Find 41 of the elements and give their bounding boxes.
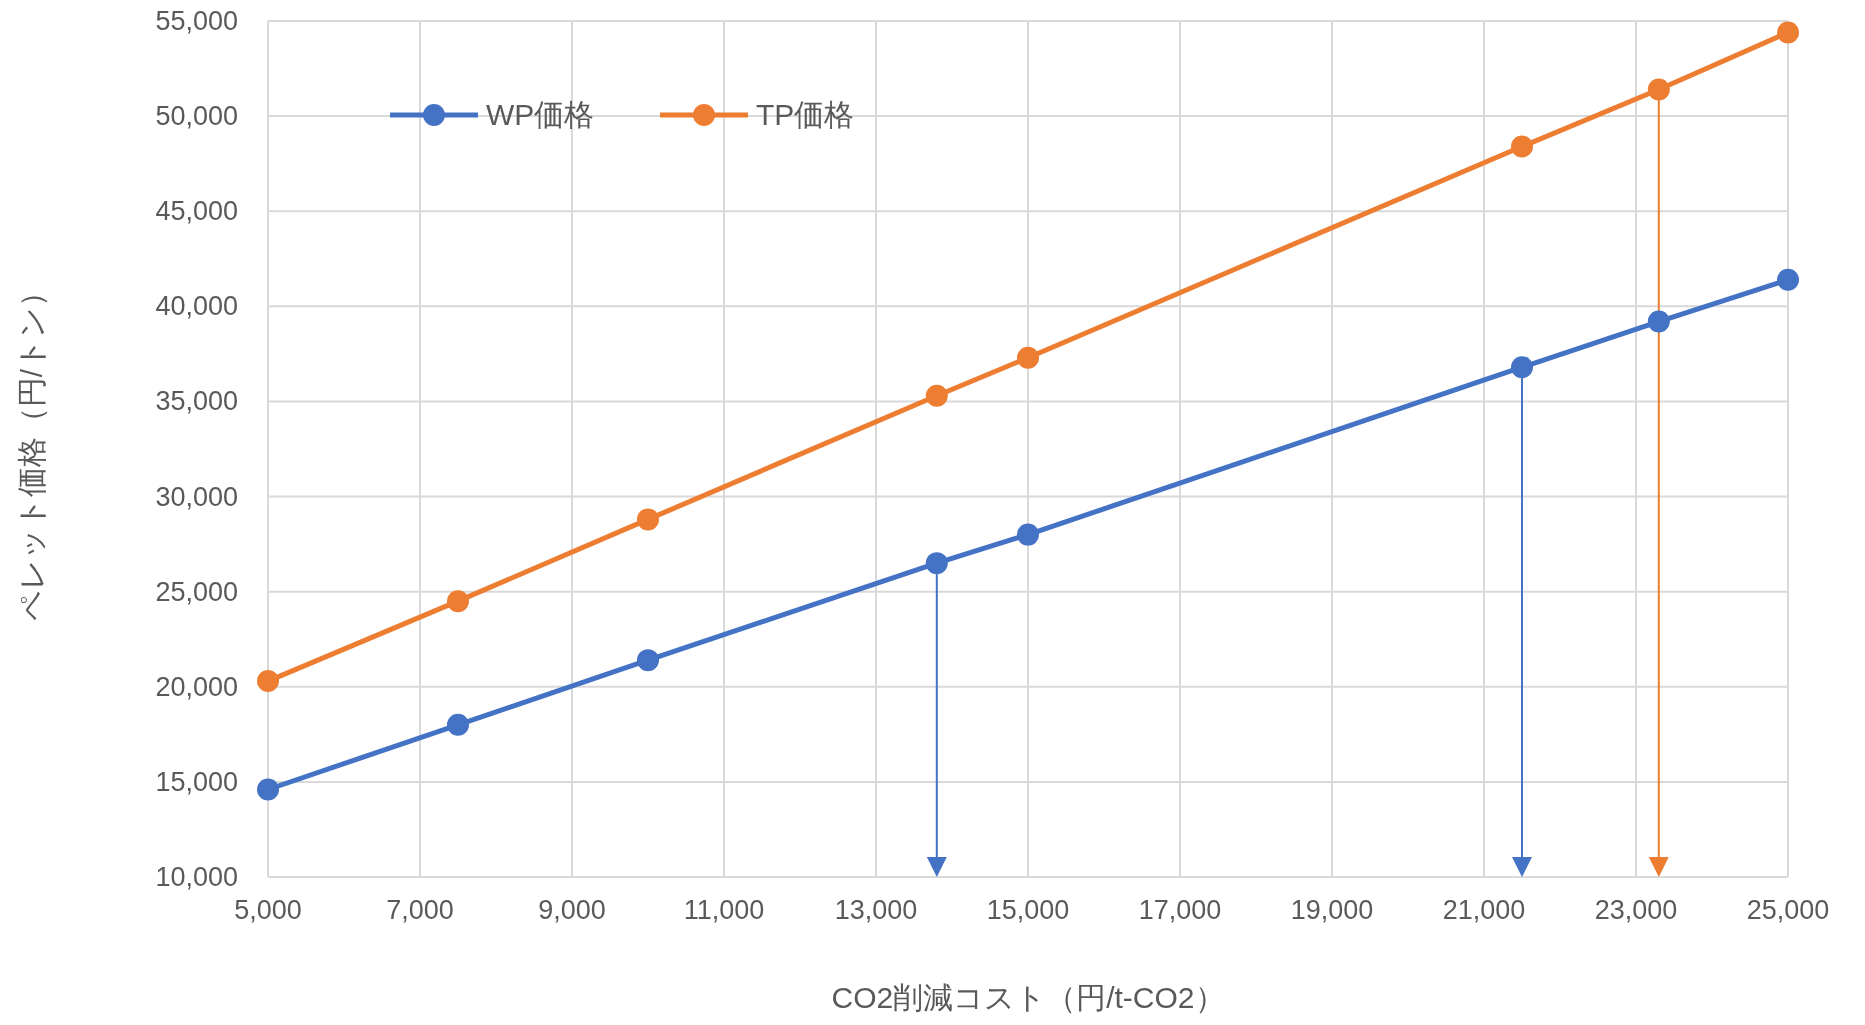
y-tick-label: 15,000 bbox=[155, 766, 238, 797]
y-tick-label: 50,000 bbox=[155, 101, 238, 132]
y-tick-label: 40,000 bbox=[155, 291, 238, 322]
point bbox=[637, 649, 659, 672]
x-tick-label: 21,000 bbox=[1442, 895, 1526, 925]
point bbox=[925, 552, 948, 575]
point bbox=[447, 590, 469, 613]
x-axis-title: CO2削減コスト（円/t-CO2） bbox=[831, 981, 1225, 1014]
x-tick-label: 7,000 bbox=[386, 895, 454, 925]
point bbox=[1647, 310, 1670, 333]
y-tick-label: 25,000 bbox=[155, 576, 238, 607]
point bbox=[637, 508, 659, 531]
point bbox=[447, 713, 469, 736]
x-tick-label: 25,000 bbox=[1746, 895, 1830, 925]
point bbox=[1017, 523, 1039, 546]
y-tick-label: 30,000 bbox=[155, 481, 238, 512]
y-tick-label: 45,000 bbox=[155, 196, 238, 227]
point bbox=[1777, 268, 1799, 291]
x-tick-label: 17,000 bbox=[1138, 895, 1222, 925]
point bbox=[1647, 78, 1670, 101]
x-tick-label: 15,000 bbox=[986, 895, 1070, 925]
x-tick-label: 23,000 bbox=[1594, 895, 1678, 925]
y-tick-label: 20,000 bbox=[155, 671, 238, 702]
point bbox=[925, 384, 948, 407]
x-tick-label: 13,000 bbox=[834, 895, 918, 925]
y-tick-label: 35,000 bbox=[155, 386, 238, 417]
x-tick-label: 19,000 bbox=[1290, 895, 1374, 925]
y-tick-label: 10,000 bbox=[155, 862, 238, 892]
y-tick-label: 55,000 bbox=[155, 6, 238, 36]
point bbox=[257, 670, 279, 693]
x-tick-label: 11,000 bbox=[683, 895, 765, 925]
point bbox=[1017, 346, 1039, 369]
x-tick-label: 5,000 bbox=[234, 895, 302, 925]
legend-label: WP価格 bbox=[486, 98, 595, 131]
x-tick-label: 9,000 bbox=[538, 895, 606, 925]
point bbox=[1777, 21, 1799, 44]
point bbox=[1511, 356, 1533, 379]
point bbox=[257, 778, 279, 801]
legend-label: TP価格 bbox=[756, 98, 855, 131]
y-axis-title: ペレット価格（円/トン） bbox=[15, 276, 48, 622]
point bbox=[1511, 135, 1533, 158]
